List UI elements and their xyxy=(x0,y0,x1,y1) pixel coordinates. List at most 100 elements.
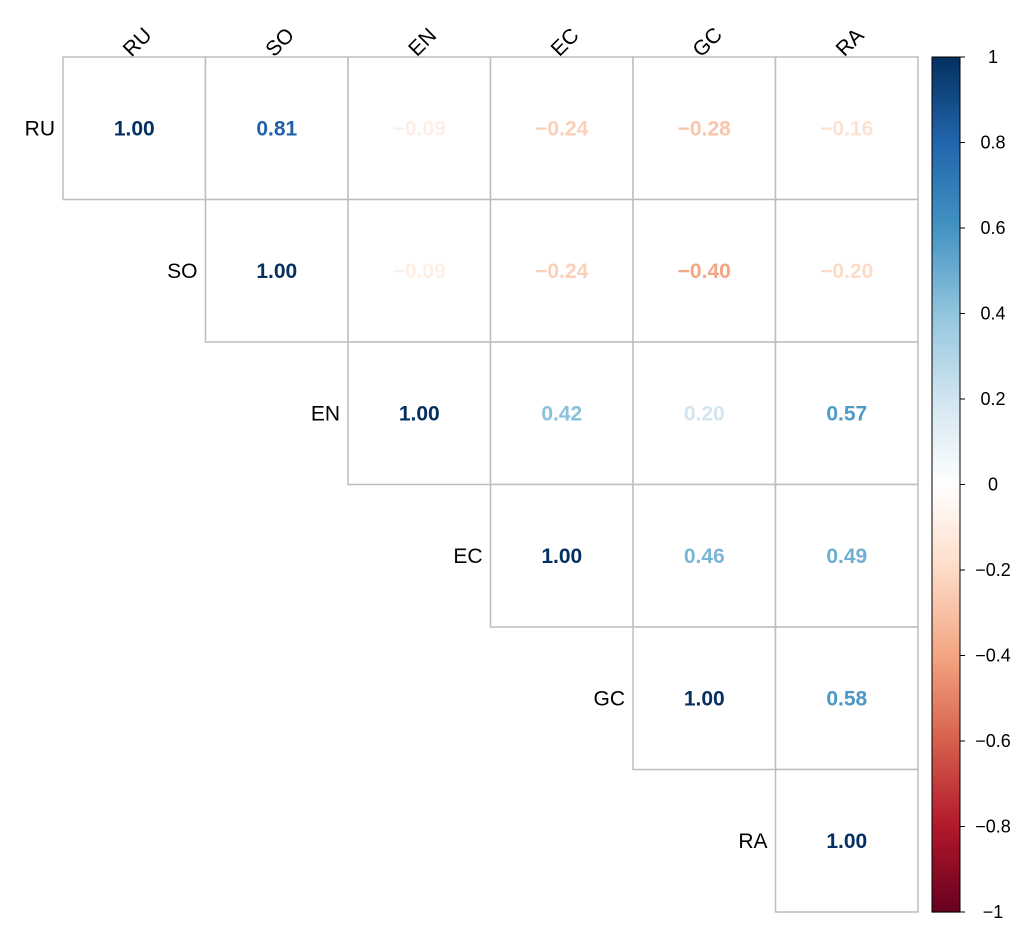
colorbar-segment xyxy=(932,728,960,734)
column-label: SO xyxy=(261,24,299,62)
colorbar-tick-label: 0.4 xyxy=(980,304,1005,324)
colorbar-segment xyxy=(932,69,960,75)
colorbar-segment xyxy=(932,689,960,695)
colorbar-segment xyxy=(932,300,960,306)
cell-value-label: −0.24 xyxy=(535,260,588,283)
colorbar-segment xyxy=(932,732,960,738)
colorbar-segment xyxy=(932,309,960,315)
colorbar-segment xyxy=(932,369,960,374)
row-label: RA xyxy=(738,830,767,853)
colorbar-segment xyxy=(932,899,960,905)
cell-value-label: 1.00 xyxy=(256,260,297,283)
cell-value-label: −0.20 xyxy=(820,260,873,283)
colorbar-segment xyxy=(932,121,960,126)
colorbar-segment xyxy=(932,856,960,862)
cell-value-label: 0.46 xyxy=(684,545,725,568)
cell-value-label: −0.24 xyxy=(535,117,588,140)
colorbar-segment xyxy=(932,441,960,447)
colorbar-segment xyxy=(932,219,960,225)
row-label: RU xyxy=(25,117,55,140)
colorbar-segment xyxy=(932,223,960,229)
heatmap-cell xyxy=(774,768,919,913)
colorbar-segment xyxy=(932,326,960,332)
colorbar-segment xyxy=(932,446,960,451)
colorbar-segment xyxy=(932,484,960,490)
colorbar-segment xyxy=(932,146,960,152)
colorbar-segment xyxy=(932,890,960,896)
colorbar-segment xyxy=(932,433,960,439)
heatmap-cell xyxy=(632,56,777,201)
colorbar-segment xyxy=(932,711,960,716)
colorbar-segment xyxy=(932,860,960,866)
colorbar-segment xyxy=(932,334,960,340)
heatmap-cell xyxy=(774,198,919,343)
colorbar-segment xyxy=(932,458,960,464)
colorbar-segment xyxy=(932,236,960,242)
heatmap-cell xyxy=(489,341,634,486)
colorbar-segment xyxy=(932,599,960,605)
colorbar-segment xyxy=(932,488,960,494)
colorbar-segment xyxy=(932,629,960,635)
colorbar-segment xyxy=(932,792,960,798)
colorbar-segment xyxy=(932,813,960,819)
colorbar-segment xyxy=(932,347,960,353)
colorbar-segment xyxy=(932,202,960,208)
colorbar-segment xyxy=(932,339,960,345)
heatmap-cell xyxy=(774,483,919,628)
colorbar-segment xyxy=(932,373,960,379)
colorbar-segment xyxy=(932,313,960,319)
colorbar-segment xyxy=(932,770,960,776)
cell-value-label: −0.28 xyxy=(678,117,731,140)
colorbar-segment xyxy=(932,480,960,486)
colorbar-segment xyxy=(932,463,960,468)
colorbar-segment xyxy=(932,702,960,708)
colorbar-tick-label: −0.4 xyxy=(975,646,1011,666)
colorbar-segment xyxy=(932,428,960,434)
colorbar-segment xyxy=(932,91,960,97)
colorbar-segment xyxy=(932,582,960,588)
colorbar-segment xyxy=(932,86,960,92)
colorbar-segment xyxy=(932,847,960,853)
colorbar-segment xyxy=(932,685,960,691)
colorbar-segment xyxy=(932,257,960,263)
colorbar-segment xyxy=(932,351,960,357)
colorbar-segment xyxy=(932,548,960,554)
colorbar-segment xyxy=(932,262,960,268)
colorbar-segment xyxy=(932,437,960,443)
colorbar-segment xyxy=(932,381,960,387)
cell-value-label: 1.00 xyxy=(541,545,582,568)
colorbar-segment xyxy=(932,723,960,729)
colorbar-segment xyxy=(932,535,960,541)
column-label: RU xyxy=(119,24,157,62)
colorbar-segment xyxy=(932,403,960,409)
heatmap-cell xyxy=(774,56,919,201)
row-label: GC xyxy=(594,687,626,710)
colorbar-segment xyxy=(932,839,960,845)
colorbar-segment xyxy=(932,424,960,430)
colorbar-segment xyxy=(932,364,960,370)
colorbar-segment xyxy=(932,99,960,105)
colorbar-segment xyxy=(932,830,960,836)
colorbar-segment xyxy=(932,864,960,870)
colorbar-segment xyxy=(932,873,960,879)
colorbar-segment xyxy=(932,625,960,631)
cell-value-label: 0.81 xyxy=(256,117,297,140)
colorbar-segment xyxy=(932,133,960,139)
colorbar-tick-label: −0.6 xyxy=(975,731,1011,751)
colorbar-segment xyxy=(932,826,960,832)
cell-value-label: 0.49 xyxy=(826,545,867,568)
colorbar-segment xyxy=(932,296,960,302)
colorbar-tick-label: 0 xyxy=(988,475,998,495)
colorbar-segment xyxy=(932,159,960,165)
colorbar-segment xyxy=(932,322,960,327)
colorbar-segment xyxy=(932,852,960,858)
colorbar-segment xyxy=(932,206,960,212)
cell-value-label: 1.00 xyxy=(684,687,725,710)
colorbar-segment xyxy=(932,882,960,887)
colorbar-segment xyxy=(932,360,960,366)
colorbar-segment xyxy=(932,659,960,665)
colorbar-segment xyxy=(932,189,960,195)
colorbar-segment xyxy=(932,142,960,148)
cell-value-label: 0.58 xyxy=(826,687,867,710)
colorbar-segment xyxy=(932,894,960,900)
